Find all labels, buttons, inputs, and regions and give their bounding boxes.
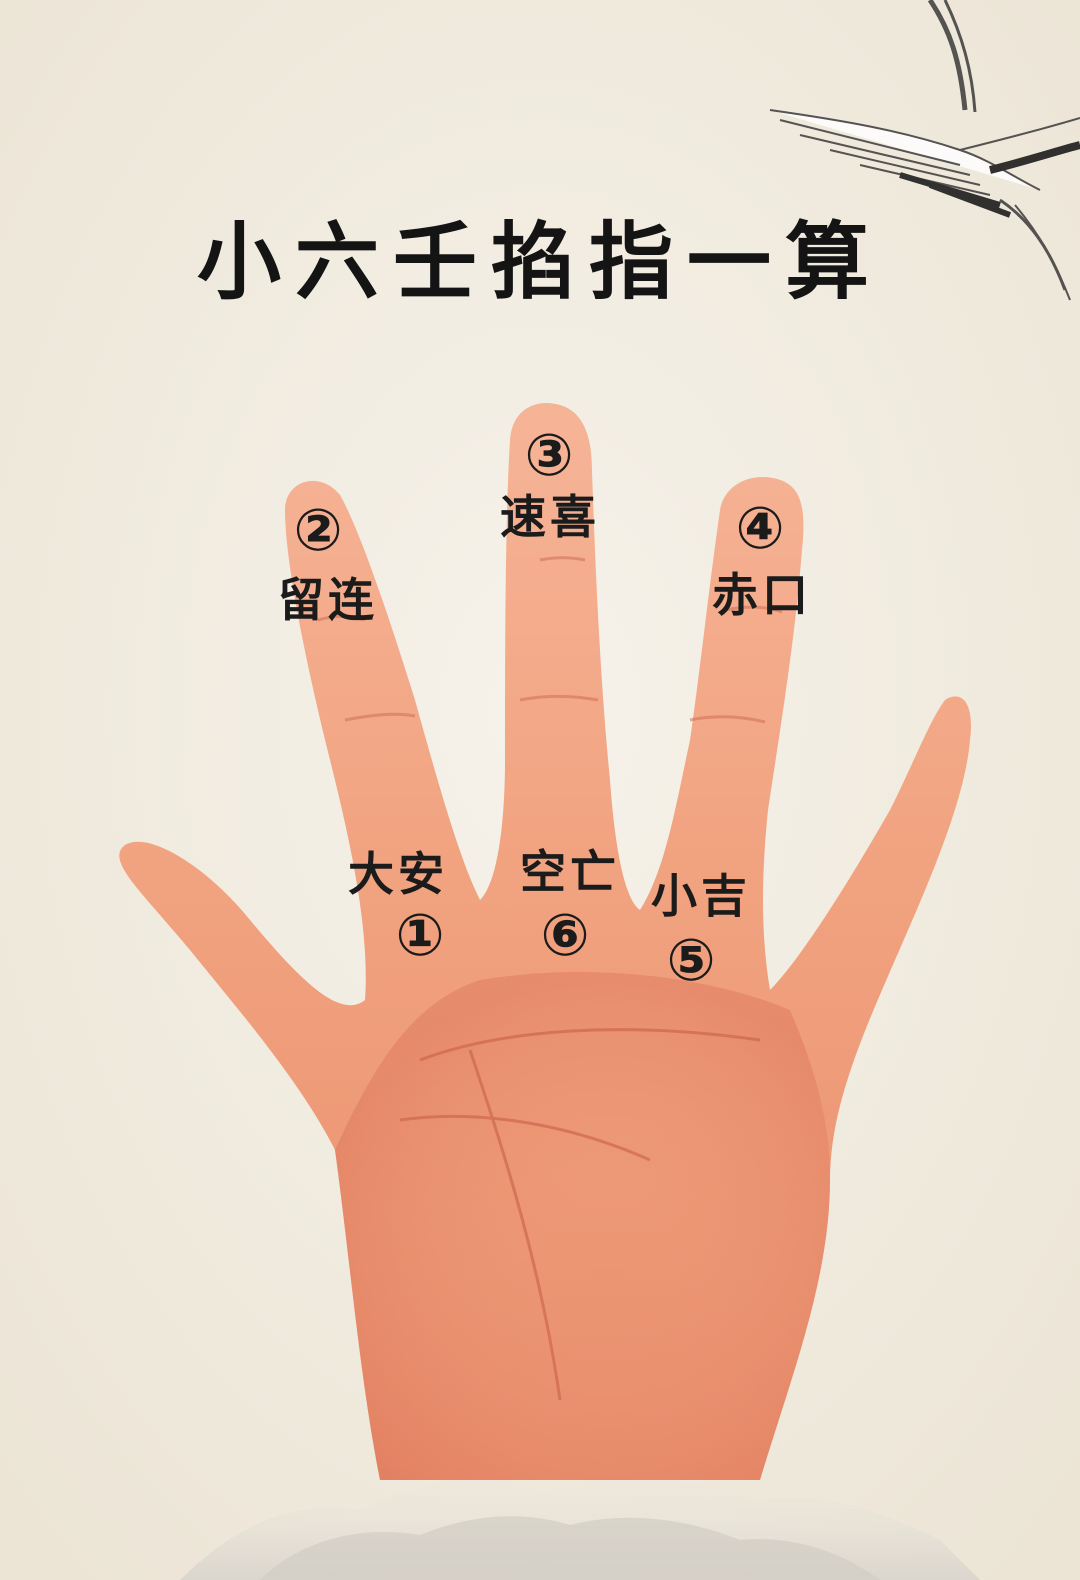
label-xiaoji: 小吉 <box>651 869 751 923</box>
number-5: ⑤ <box>666 926 716 994</box>
number-4: ④ <box>735 494 785 562</box>
crane-illustration <box>769 0 1080 301</box>
number-3: ③ <box>524 421 574 489</box>
label-kongwang: 空亡 <box>520 845 620 899</box>
label-daan: 大安 <box>348 847 448 901</box>
number-1: ① <box>395 901 445 969</box>
misty-mountain <box>180 1479 980 1580</box>
label-suxi: 速喜 <box>500 490 600 544</box>
hand-shape <box>119 403 971 1481</box>
number-6: ⑥ <box>540 901 590 969</box>
number-2: ② <box>293 496 343 564</box>
page-title: 小六壬掐指一算 <box>196 212 883 311</box>
label-liulian: 留连 <box>278 573 378 627</box>
label-chikou: 赤口 <box>712 568 812 622</box>
